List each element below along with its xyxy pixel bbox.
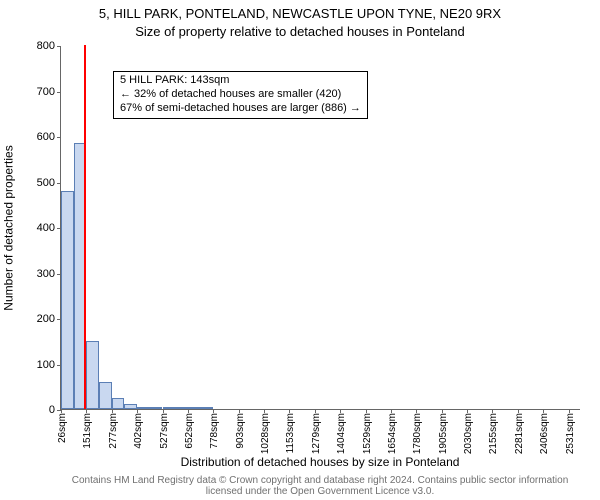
- x-tick-label: 1404sqm: [336, 413, 347, 454]
- histogram-bar: [175, 407, 188, 409]
- x-tick-label: 652sqm: [184, 413, 195, 449]
- x-tick-label: 26sqm: [57, 413, 68, 443]
- annotation-line: 67% of semi-detached houses are larger (…: [120, 102, 361, 114]
- y-tick-mark: [57, 92, 61, 93]
- annotation-box: 5 HILL PARK: 143sqm ← 32% of detached hou…: [113, 71, 368, 118]
- x-tick-label: 2406sqm: [539, 413, 550, 454]
- histogram-bar: [112, 398, 125, 409]
- histogram-bar: [137, 407, 150, 409]
- chart-title: 5, HILL PARK, PONTELAND, NEWCASTLE UPON …: [0, 6, 600, 21]
- x-tick-label: 1028sqm: [260, 413, 271, 454]
- y-tick-mark: [57, 137, 61, 138]
- x-tick-label: 1529sqm: [362, 413, 373, 454]
- histogram-bar: [99, 382, 112, 409]
- histogram-bar: [188, 407, 201, 409]
- histogram-bar: [124, 404, 137, 409]
- x-tick-label: 2030sqm: [463, 413, 474, 454]
- x-tick-label: 1780sqm: [412, 413, 423, 454]
- x-tick-label: 778sqm: [209, 413, 220, 449]
- histogram-bar: [61, 191, 74, 409]
- x-tick-label: 151sqm: [82, 413, 93, 449]
- x-tick-label: 2155sqm: [488, 413, 499, 454]
- x-tick-label: 277sqm: [108, 413, 119, 449]
- histogram-bar: [200, 407, 213, 409]
- histogram-bar: [150, 407, 163, 409]
- x-tick-label: 2531sqm: [565, 413, 576, 454]
- x-tick-label: 1654sqm: [387, 413, 398, 454]
- y-tick-mark: [57, 46, 61, 47]
- chart-container: 5, HILL PARK, PONTELAND, NEWCASTLE UPON …: [0, 0, 600, 500]
- plot-area: 010020030040050060070080026sqm151sqm277s…: [60, 46, 580, 410]
- y-axis-label: Number of detached properties: [2, 46, 16, 410]
- histogram-bar: [163, 407, 176, 409]
- x-tick-label: 1279sqm: [311, 413, 322, 454]
- property-marker-line: [84, 45, 86, 409]
- annotation-line: 5 HILL PARK: 143sqm: [120, 74, 229, 86]
- chart-subtitle: Size of property relative to detached ho…: [0, 24, 600, 39]
- annotation-line: ← 32% of detached houses are smaller (42…: [120, 88, 341, 100]
- y-tick-mark: [57, 183, 61, 184]
- footer-text: Contains HM Land Registry data © Crown c…: [60, 475, 580, 497]
- histogram-bar: [86, 341, 99, 409]
- x-tick-label: 1905sqm: [438, 413, 449, 454]
- x-axis-label: Distribution of detached houses by size …: [60, 455, 580, 469]
- x-tick-label: 1153sqm: [285, 413, 296, 453]
- x-tick-label: 903sqm: [235, 413, 246, 449]
- x-tick-label: 2281sqm: [514, 413, 525, 454]
- x-tick-label: 402sqm: [133, 413, 144, 449]
- x-tick-label: 527sqm: [159, 413, 170, 449]
